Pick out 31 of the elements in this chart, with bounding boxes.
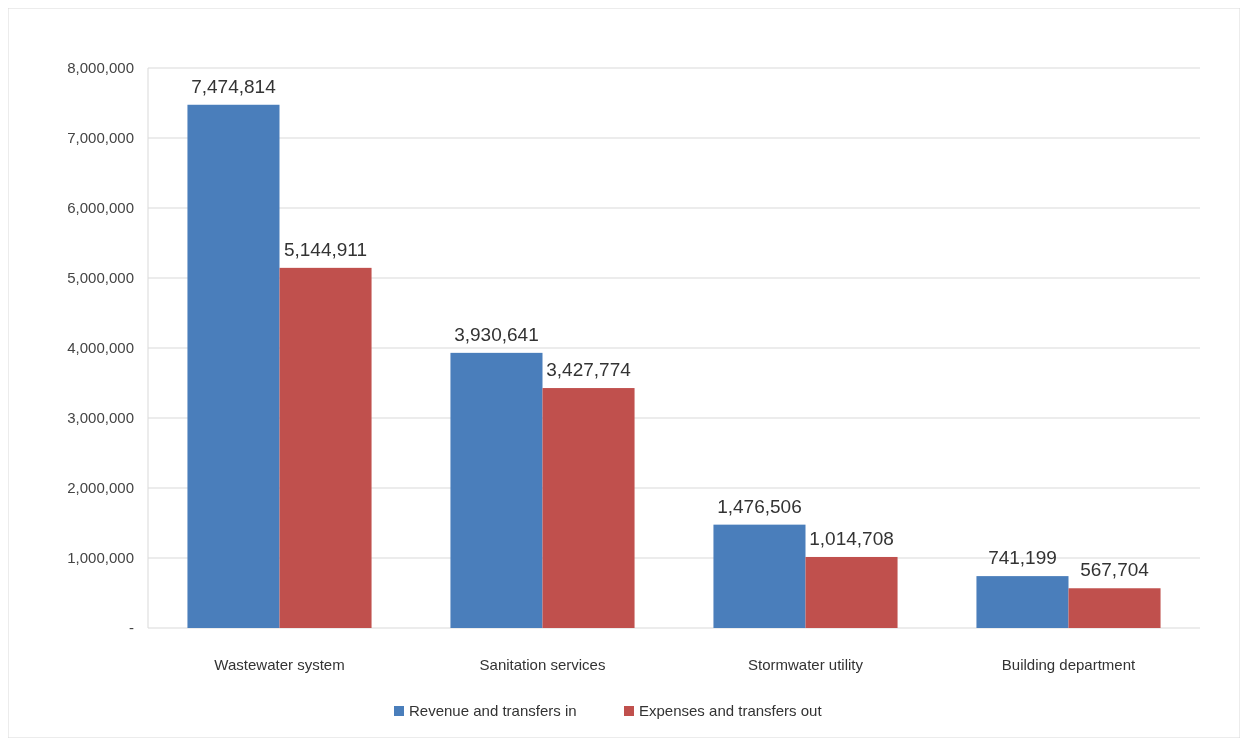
bar	[542, 388, 635, 628]
bar	[187, 104, 280, 628]
bar	[713, 524, 806, 628]
y-tick-label: 8,000,000	[67, 59, 134, 77]
bar	[279, 267, 372, 628]
data-label: 3,427,774	[546, 359, 632, 381]
bar	[1068, 588, 1161, 628]
bar	[805, 556, 898, 628]
x-tick-label: Sanitation services	[479, 656, 606, 673]
legend-label: Revenue and transfers in	[409, 702, 577, 719]
data-label: 1,014,708	[809, 527, 894, 549]
x-tick-label: Building department	[1001, 656, 1137, 673]
data-label: 1,476,506	[717, 495, 802, 517]
data-label: 567,704	[1080, 559, 1150, 581]
data-label: 3,930,641	[454, 323, 539, 345]
x-tick-label: Wastewater system	[214, 656, 345, 673]
y-tick-label: 3,000,000	[67, 409, 134, 427]
data-label: 5,144,911	[283, 238, 368, 260]
y-tick-label: -	[129, 619, 134, 637]
y-tick-label: 6,000,000	[67, 199, 134, 217]
y-tick-label: 1,000,000	[67, 549, 134, 567]
legend-label: Expenses and transfers out	[639, 702, 823, 719]
y-tick-label: 7,000,000	[67, 129, 134, 147]
bar	[976, 576, 1069, 628]
data-label: 7,474,814	[191, 75, 277, 97]
y-tick-label: 4,000,000	[67, 339, 134, 357]
y-tick-label: 2,000,000	[67, 479, 134, 497]
bar	[450, 352, 543, 628]
x-tick-label: Stormwater utility	[747, 656, 864, 673]
data-label: 741,199	[988, 547, 1057, 569]
y-tick-label: 5,000,000	[67, 269, 134, 287]
